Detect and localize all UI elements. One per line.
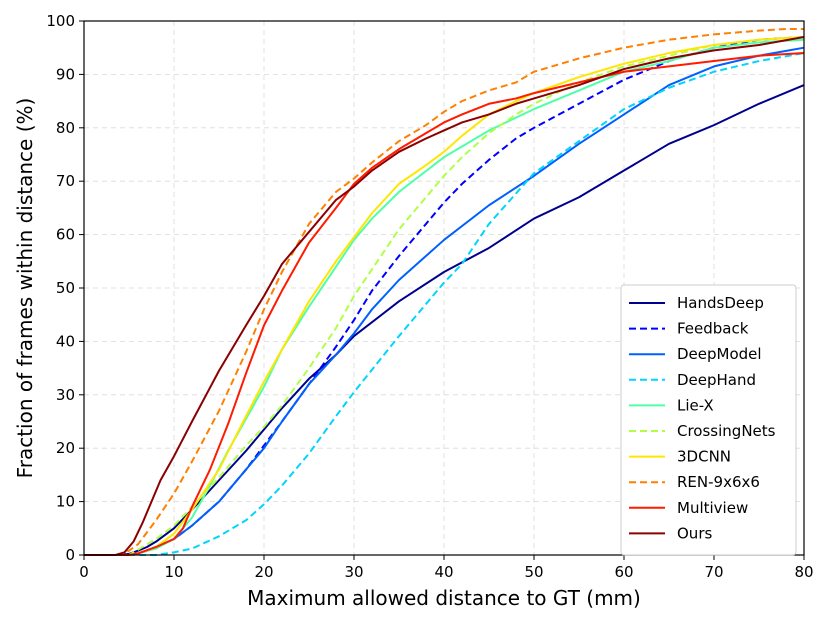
x-tick-label: 10 (164, 563, 183, 581)
legend-label: CrossingNets (677, 422, 776, 440)
series-line-ren-9x6x6 (84, 28, 804, 556)
legend-label: HandsDeep (677, 294, 764, 312)
legend-label: Feedback (677, 320, 749, 338)
series-line-handsdeep (84, 84, 805, 556)
y-tick-label: 100 (46, 12, 75, 30)
series-line-3dcnn (84, 36, 805, 556)
series-line-deephand (84, 52, 805, 556)
legend-label: 3DCNN (677, 448, 731, 466)
axis-ticks: 0 10 20 30 40 50 60 70 80 0 10 20 30 40 50 60 70 80 90 100 (46, 12, 813, 581)
legend-label: Lie-X (677, 396, 714, 414)
y-tick-label: 90 (56, 65, 75, 83)
y-tick-label: 50 (56, 279, 75, 297)
x-axis-title: Maximum allowed distance to GT (mm) (247, 586, 641, 610)
series-lines (84, 28, 805, 556)
x-tick-label: 80 (794, 563, 813, 581)
x-tick-label: 20 (254, 563, 273, 581)
x-tick-label: 50 (524, 563, 543, 581)
legend-label: DeepHand (677, 371, 756, 389)
x-tick-label: 70 (704, 563, 723, 581)
x-tick-label: 60 (614, 563, 633, 581)
legend-label: DeepModel (677, 345, 762, 363)
series-line-ours (84, 36, 805, 556)
legend-label: Ours (677, 524, 712, 542)
y-tick-label: 80 (56, 119, 75, 137)
x-tick-label: 0 (79, 563, 89, 581)
legend-label: REN-9x6x6 (677, 473, 760, 491)
legend-label: Multiview (677, 499, 748, 517)
series-line-crossingnets (84, 36, 805, 556)
legend-box (620, 284, 797, 556)
y-tick-label: 10 (56, 493, 75, 511)
x-tick-label: 40 (434, 563, 453, 581)
y-tick-label: 40 (56, 332, 75, 350)
y-axis-title: Fraction of frames within distance (%) (13, 98, 37, 479)
y-tick-label: 30 (56, 386, 75, 404)
y-tick-label: 0 (65, 546, 75, 564)
y-tick-label: 70 (56, 172, 75, 190)
y-tick-label: 20 (56, 439, 75, 457)
y-tick-label: 60 (56, 226, 75, 244)
legend: HandsDeep Feedback DeepModel DeepHand Lie-X C… (620, 284, 797, 556)
x-tick-label: 30 (344, 563, 363, 581)
